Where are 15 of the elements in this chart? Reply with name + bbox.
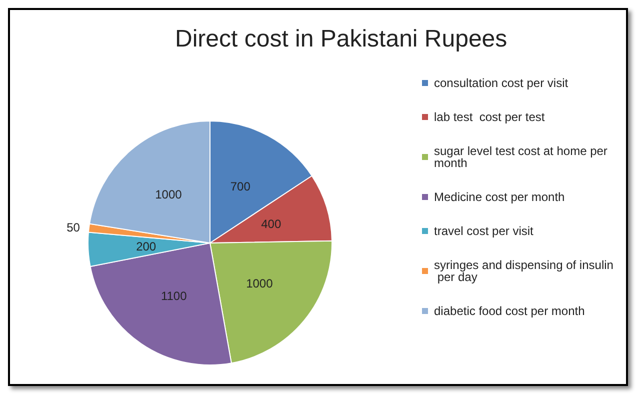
legend-label: lab test cost per test <box>434 110 546 124</box>
legend-label: syringes and dispensing of insulin per day <box>434 258 614 284</box>
legend-label: Medicine cost per month <box>434 190 565 204</box>
legend-label: consultation cost per visit <box>434 76 569 90</box>
data-label: 1100 <box>160 288 188 303</box>
legend-label: sugar level test cost at home per month <box>434 144 611 170</box>
legend-label: travel cost per visit <box>434 224 534 238</box>
legend-label: diabetic food cost per month <box>434 304 585 318</box>
chart-title: Direct cost in Pakistani Rupees <box>175 26 508 52</box>
data-label: 1000 <box>246 276 274 291</box>
data-label: 50 <box>66 220 80 234</box>
data-label: 400 <box>261 217 282 232</box>
data-label: 1000 <box>155 187 182 202</box>
data-label: 700 <box>230 180 251 194</box>
data-label: 200 <box>136 239 156 254</box>
